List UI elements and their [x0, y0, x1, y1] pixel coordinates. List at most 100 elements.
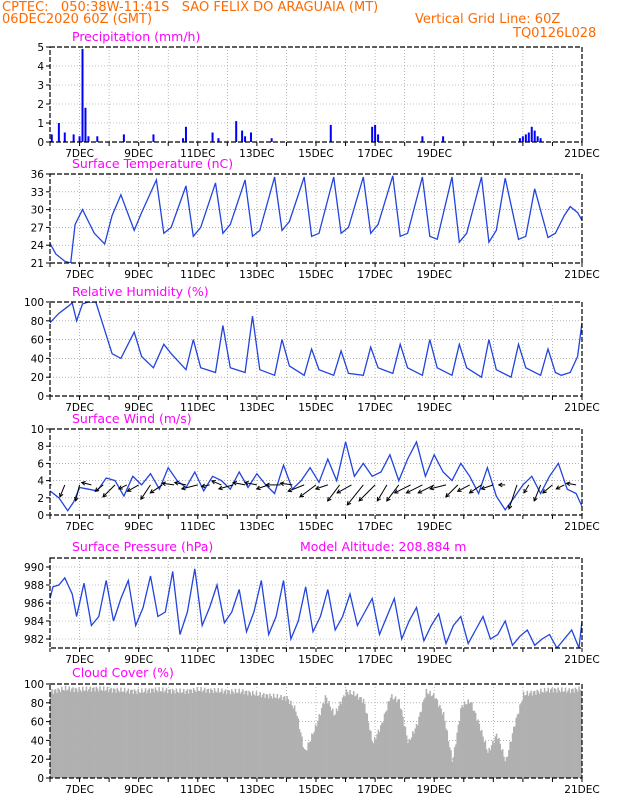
panel-4-wind-arrow [150, 484, 163, 494]
panel-6-cloud-bar [277, 699, 280, 778]
panel-6-cloud-bar [102, 686, 105, 778]
panel-6-cloud-bar [223, 690, 226, 778]
panel-5-xtick-label: 15DEC [298, 654, 333, 666]
panel-6-cloud-bar [158, 687, 160, 778]
panel-6-cloud-bar [389, 697, 392, 778]
panel-1-bar [270, 138, 273, 142]
panel-6-xtick-label: 11DEC [180, 784, 215, 796]
panel-6-cloud-bar [323, 703, 325, 778]
panel-6-cloud-bar [154, 687, 157, 778]
panel-6-cloud-bar [297, 718, 300, 778]
panel-1-xtick-label: 13DEC [239, 148, 274, 160]
panel-4-wind-arrow-head [456, 487, 462, 492]
panel-6-cloud-bar [426, 693, 429, 778]
panel-6-cloud-bar [70, 688, 73, 778]
panel-6-cloud-bar [195, 692, 197, 778]
panel-6-cloud-bar [144, 688, 147, 778]
panel-6-ytick-label: 20 [31, 754, 44, 766]
panel-6-cloud-bar [503, 756, 505, 778]
panel-4-wind-arrow [533, 484, 542, 502]
panel-6-cloud-bar [105, 690, 107, 778]
panel-6-cloud-bar [548, 692, 551, 778]
panel-1-ytick-label: 2 [37, 99, 44, 111]
panel-6-cloud-bar [131, 689, 133, 778]
panel-6-cloud-bar [285, 700, 287, 778]
panel-1-bar [533, 130, 536, 142]
panel-6-cloud-bar [428, 694, 430, 778]
panel-5-xtick-label: 13DEC [239, 654, 274, 666]
panel-6-cloud-bar [311, 733, 313, 778]
panel-6-xtick-label: 9DEC [124, 784, 153, 796]
panel-6-cloud-bar [334, 714, 337, 778]
panel-6-cloud-bar [295, 711, 297, 778]
panel-1-bar [57, 123, 60, 142]
panel-6-cloud-bar [511, 733, 514, 778]
panel-6-cloud-bar [104, 691, 106, 778]
panel-6-cloud-bar [479, 730, 482, 778]
panel-6-cloud-bar [516, 714, 519, 778]
panel-6-cloud-bar [235, 692, 238, 778]
panel-6-cloud-bar [333, 715, 335, 778]
panel-6-cloud-bar [86, 691, 89, 778]
panel-6-cloud-bar [378, 731, 381, 778]
panel-6-cloud-bar [248, 690, 250, 778]
panel-4-ytick-label: 10 [31, 424, 44, 436]
panel-4-wind-arrow [299, 484, 317, 498]
panel-6-cloud-bar [231, 689, 233, 778]
panel-6-cloud-bar [522, 691, 525, 778]
panel-4-wind-arrow-head [358, 496, 364, 502]
panel-6-cloud-bar [66, 690, 68, 778]
panel-6-cloud-bar [218, 692, 221, 778]
panel-6-cloud-bar [473, 710, 476, 778]
panel-6-cloud-bar [554, 688, 557, 778]
panel-6-cloud-bar [250, 695, 253, 778]
panel-6-cloud-bar [445, 728, 447, 778]
panel-6-cloud-bar [540, 688, 542, 778]
panel-4-frame [49, 428, 583, 516]
panel-5-ytick-label: 986 [24, 598, 44, 610]
panel-6-cloud-bar [359, 697, 361, 778]
panel-4-wind-arrow-head [376, 496, 382, 502]
panel-6-cloud-bar [561, 687, 563, 778]
panel-6-cloud-bar [482, 736, 484, 778]
panel-1-xtick-label: 19DEC [417, 148, 452, 160]
panel-4-wind-arrow-head [336, 489, 342, 494]
panel-1-plot [50, 48, 542, 142]
panel-6-cloud-bar [255, 691, 258, 778]
panel-4-wind-arrow [406, 484, 423, 494]
panel-6-cloud-bar [53, 689, 56, 778]
panel-6-cloud-bar [387, 701, 389, 778]
panel-6-cloud-bar [227, 690, 229, 778]
panel-6-cloud-bar [564, 687, 567, 778]
panel-6-cloud-bar [526, 690, 529, 778]
panel-6-cloud-bar [372, 743, 375, 778]
panel-6-cloud-bar [432, 693, 435, 778]
panel-6-cloud-bar [89, 686, 91, 778]
panel-6-cloud-bar [400, 709, 403, 778]
panel-6-xtick-label: 15DEC [298, 784, 333, 796]
panel-6-cloud-bar [251, 690, 254, 778]
panel-6-cloud-bar [174, 693, 176, 778]
panel-6-cloud-bar [346, 691, 349, 778]
panel-3-xtick-label: 15DEC [298, 402, 333, 414]
panel-4-ytick-label: 4 [37, 476, 44, 488]
panel-6-cloud-bar [386, 710, 388, 778]
panel-6-cloud-bar [137, 688, 139, 778]
panel-4-wind-arrow-head [161, 481, 167, 487]
panel-3-series-line [50, 302, 582, 379]
panel-6-cloud-bar [107, 692, 110, 778]
panel-6-cloud-bar [197, 690, 200, 778]
panel-1-bar [81, 48, 84, 142]
panel-6-cloud-bar [171, 688, 174, 778]
panel-5-frame [49, 557, 583, 649]
panel-6-cloud-bar [244, 691, 247, 778]
panel-6-cloud-bar [224, 689, 227, 778]
panel-1-bar [521, 136, 524, 142]
panel-6-xtick-label: 17DEC [357, 784, 392, 796]
panel-4-wind-arrow-head [523, 488, 528, 494]
panel-6-cloud-bar [420, 711, 423, 778]
panel-6-cloud-bar [109, 689, 111, 778]
panel-6-cloud-bar [287, 699, 290, 778]
panel-6-cloud-bar [64, 685, 67, 778]
panel-6-cloud-bar [546, 690, 548, 778]
